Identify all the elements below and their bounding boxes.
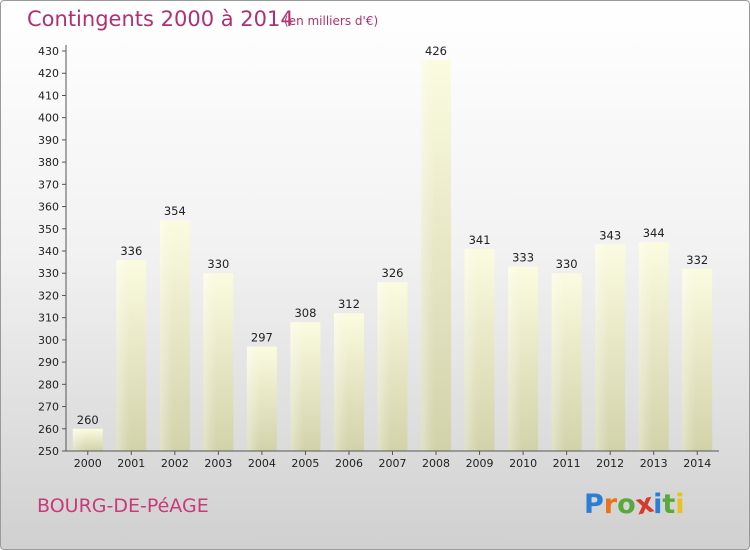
bar-highlight: [508, 266, 522, 451]
data-label-2005: 308: [294, 306, 316, 320]
bar-highlight: [290, 322, 304, 451]
y-tick-label: 300: [38, 334, 59, 347]
logo-letter: P: [584, 489, 604, 520]
y-tick-label: 430: [38, 45, 59, 58]
y-tick-label: 420: [38, 67, 59, 80]
logo-letter: i: [653, 489, 663, 520]
bar-highlight: [638, 242, 653, 451]
chart-title: Contingents 2000 à 2014: [27, 7, 294, 31]
x-tick-label: 2005: [291, 457, 319, 470]
data-label-2008: 426: [425, 44, 447, 58]
bar-highlight: [464, 248, 479, 451]
logo-letter: i: [675, 489, 685, 520]
y-tick-label: 390: [38, 134, 59, 147]
bar-highlight: [377, 282, 391, 451]
x-tick-label: 2008: [422, 457, 450, 470]
y-tick-label: 350: [38, 223, 59, 236]
x-tick-label: 2001: [117, 457, 145, 470]
x-tick-label: 2014: [683, 457, 711, 470]
y-tick-label: 260: [38, 423, 59, 436]
x-axis: 2000 2001 2002 2003 2004 2005 2006 2007 2008 2009…: [66, 450, 719, 470]
x-tick-label: 2002: [161, 457, 189, 470]
y-tick-label: 280: [38, 378, 59, 391]
y-tick-label: 380: [38, 156, 59, 169]
data-label-2001: 336: [120, 244, 142, 258]
bar-highlight: [682, 268, 696, 451]
data-label-2010: 333: [512, 251, 534, 265]
logo-letter: t: [662, 489, 676, 520]
bar-highlight: [116, 259, 130, 451]
x-tick-label: 2003: [204, 457, 232, 470]
data-label-2003: 330: [207, 257, 229, 271]
data-label-2014: 332: [686, 253, 708, 267]
data-label-2004: 297: [251, 331, 273, 345]
data-label-2006: 312: [338, 297, 360, 311]
bar-highlight: [159, 219, 174, 451]
logo-letter: r: [603, 489, 618, 520]
data-label-2012: 343: [599, 228, 621, 242]
proxiti-logo: Proxiti: [584, 488, 685, 522]
x-tick-label: 2010: [509, 457, 537, 470]
y-tick-label: 250: [38, 445, 59, 458]
data-label-2011: 330: [556, 257, 578, 271]
x-tick-label: 2011: [553, 457, 581, 470]
y-tick-label: 270: [38, 401, 59, 414]
data-label-2002: 354: [164, 204, 186, 218]
y-tick-label: 290: [38, 356, 59, 369]
x-tick-label: 2006: [335, 457, 363, 470]
bar-highlight: [333, 313, 348, 451]
x-tick-label: 2000: [74, 457, 102, 470]
bar-highlight: [246, 346, 261, 451]
x-tick-label: 2012: [596, 457, 624, 470]
y-tick-label: 400: [38, 112, 59, 125]
x-tick-label: 2007: [379, 457, 407, 470]
bars-group: 260 336 354 330 297 308 312 326 426 341 333 330 343 3…: [72, 44, 713, 452]
data-label-2000: 260: [77, 413, 99, 427]
bar-highlight: [72, 428, 87, 451]
bar-highlight: [595, 244, 609, 451]
bar-highlight: [203, 273, 217, 451]
bar-highlight: [421, 59, 435, 452]
y-axis: 250 260 270 280 290 300 310 320 330 340 350 360 370 3…: [38, 45, 67, 458]
y-tick-label: 310: [38, 312, 59, 325]
chart-subtitle: (en milliers d'€): [284, 14, 379, 28]
data-label-2013: 344: [643, 226, 665, 240]
y-tick-label: 340: [38, 245, 59, 258]
commune-name: BOURG-DE-PéAGE: [37, 495, 209, 517]
y-tick-label: 320: [38, 289, 59, 302]
logo-letter: o: [617, 489, 636, 520]
data-label-2007: 326: [382, 266, 404, 280]
x-tick-label: 2013: [640, 457, 668, 470]
y-tick-label: 330: [38, 267, 59, 280]
y-tick-label: 370: [38, 178, 59, 191]
data-label-2009: 341: [469, 233, 491, 247]
y-tick-label: 410: [38, 89, 59, 102]
x-tick-label: 2009: [466, 457, 494, 470]
x-tick-label: 2004: [248, 457, 276, 470]
y-tick-label: 360: [38, 201, 59, 214]
bar-highlight: [551, 273, 566, 451]
